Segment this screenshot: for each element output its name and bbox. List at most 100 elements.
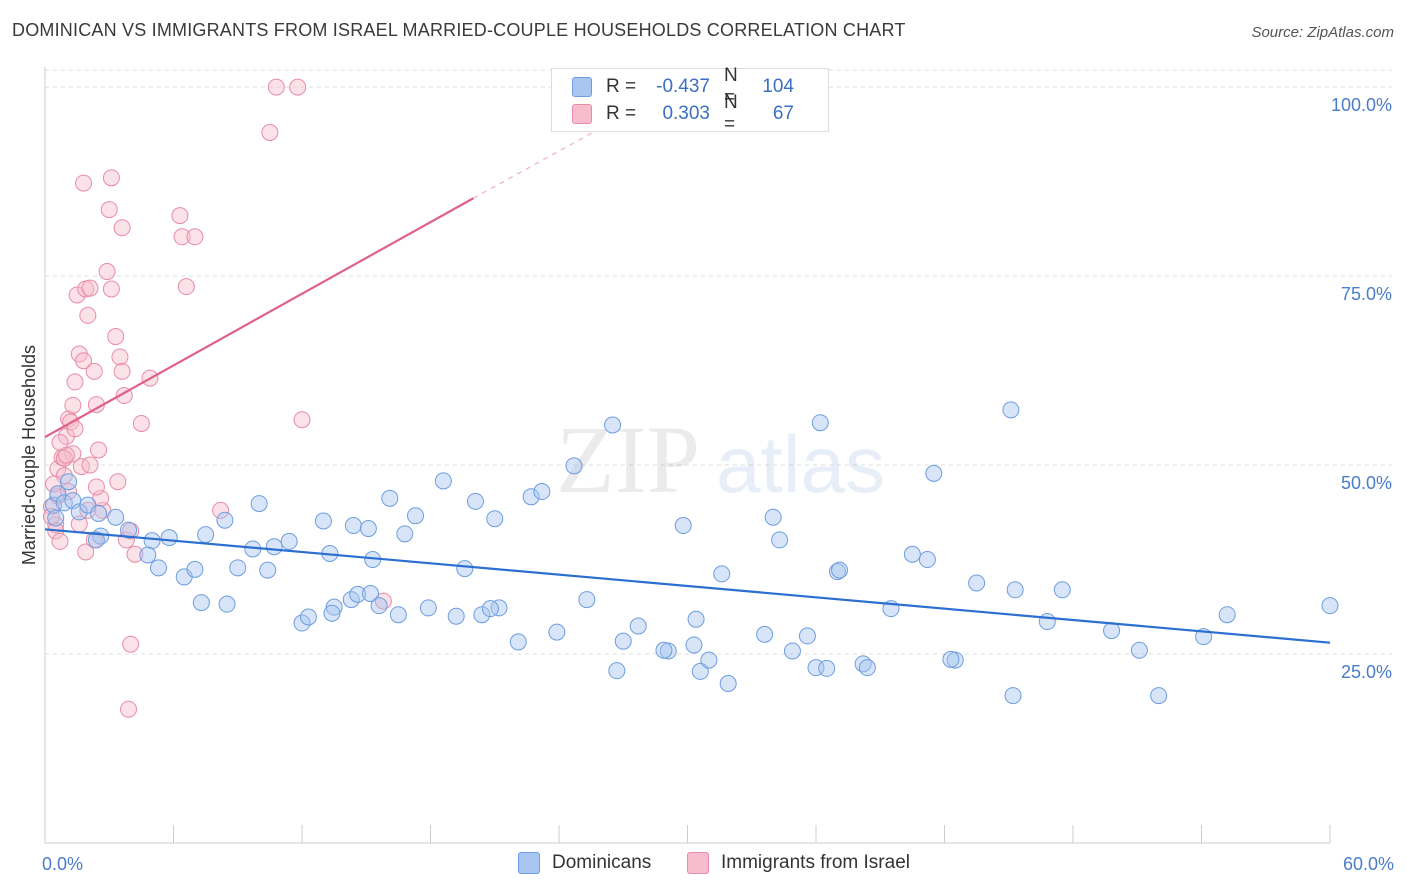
dominican-point — [490, 599, 508, 617]
dominican-point — [608, 662, 626, 680]
israel-point — [81, 456, 99, 474]
israel-point — [77, 543, 95, 561]
watermark: ZIP atlas — [556, 406, 885, 513]
israel-point — [293, 411, 311, 429]
israel-point — [64, 445, 82, 463]
israel-point — [98, 263, 116, 281]
dominican-point — [1038, 613, 1056, 631]
bottom-legend-label-israel: Immigrants from Israel — [721, 852, 910, 873]
dominican-point — [87, 531, 105, 549]
dominican-point — [674, 517, 692, 535]
dominican-point — [629, 617, 647, 635]
israel-point — [47, 516, 65, 534]
israel-point — [75, 352, 93, 370]
israel-point — [79, 501, 97, 519]
dominican-point — [655, 641, 673, 659]
y-tick-label: 50.0% — [1341, 473, 1392, 493]
legend-swatch-dominicans — [572, 77, 592, 97]
israel-point — [122, 635, 140, 653]
dominican-point — [700, 651, 718, 669]
bottom-legend-israel: Immigrants from Israel — [687, 852, 910, 874]
dominican-point — [968, 574, 986, 592]
israel-point — [64, 396, 82, 414]
dominican-point — [771, 531, 789, 549]
israel-point — [289, 78, 307, 96]
y-axis-title: Married-couple Households — [19, 345, 39, 565]
israel-point — [177, 278, 195, 296]
dominican-point — [713, 565, 731, 583]
dominican-point — [764, 508, 782, 526]
israel-point — [87, 478, 105, 496]
israel-point — [132, 414, 150, 432]
source-label: Source: ZipAtlas.com — [1251, 24, 1394, 41]
legend-n-value: 67 — [772, 103, 794, 124]
dominican-point — [691, 662, 709, 680]
dominican-point — [60, 473, 78, 491]
dominican-point — [197, 526, 215, 544]
dominican-point — [798, 627, 816, 645]
dominican-point — [229, 559, 247, 577]
dominican-point — [1053, 581, 1071, 599]
israel-point — [186, 228, 204, 246]
dominican-point — [265, 538, 283, 556]
dominican-point — [216, 511, 234, 529]
dominican-point — [45, 496, 63, 514]
dominican-point — [389, 606, 407, 624]
y-tick-label: 75.0% — [1341, 284, 1392, 304]
bottom-legend: Dominicans Immigrants from Israel — [0, 852, 1406, 878]
dominican-point — [858, 659, 876, 677]
dominican-point — [160, 529, 178, 547]
dominican-point — [604, 416, 622, 434]
israel-point — [173, 228, 191, 246]
israel-point — [109, 473, 127, 491]
dominican-point — [90, 504, 108, 522]
dominican-point — [509, 633, 527, 651]
dominican-point — [1150, 687, 1168, 705]
israel-point — [45, 475, 63, 493]
dominican-point — [783, 642, 801, 660]
dominican-point — [473, 606, 491, 624]
dominican-point — [280, 532, 298, 550]
dominican-point — [614, 632, 632, 650]
y-tick-label: 25.0% — [1341, 662, 1392, 682]
dominican-point — [1002, 401, 1020, 419]
legend-r-value: -0.437 — [656, 76, 710, 97]
dominican-point — [139, 546, 157, 564]
legend-n-value: 104 — [762, 76, 794, 97]
dominican-point — [942, 650, 960, 668]
israel-point — [261, 123, 279, 141]
legend-n-label: N = — [724, 92, 738, 135]
legend-r-label: R = — [606, 103, 637, 124]
israel-point — [113, 362, 131, 380]
watermark-zip: ZIP — [556, 406, 700, 513]
israel-points — [42, 78, 392, 718]
dominican-point — [925, 464, 943, 482]
dominican-point — [486, 510, 504, 528]
legend-r-value: 0.303 — [662, 103, 710, 124]
dominican-point — [381, 489, 399, 507]
dominican-point — [918, 551, 936, 569]
dominican-point — [299, 608, 317, 626]
legend-row-israel: R = 0.303 N = 67 — [572, 92, 794, 135]
israel-point — [267, 78, 285, 96]
dominican-point — [1321, 597, 1339, 615]
dominican-point — [186, 560, 204, 578]
dominican-point — [548, 623, 566, 641]
y-tick-label: 100.0% — [1331, 95, 1392, 115]
legend-row-dominicans: R = -0.437 N = 104 — [572, 65, 794, 108]
dominican-point — [533, 483, 551, 501]
dominican-point — [456, 560, 474, 578]
legend: R = -0.437 N = 104 R = 0.303 N = 67 — [551, 65, 829, 135]
dominican-point — [903, 545, 921, 563]
dominican-trend-line — [44, 528, 1331, 644]
israel-point — [85, 362, 103, 380]
dominican-point — [578, 591, 596, 609]
dominican-point — [831, 561, 849, 579]
dominican-point — [120, 521, 138, 539]
chart-title: DOMINICAN VS IMMIGRANTS FROM ISRAEL MARR… — [12, 20, 906, 40]
dominican-point — [143, 532, 161, 550]
dominican-point — [447, 607, 465, 625]
israel-point — [212, 501, 230, 519]
israel-point — [66, 373, 84, 391]
axes — [44, 67, 1331, 844]
